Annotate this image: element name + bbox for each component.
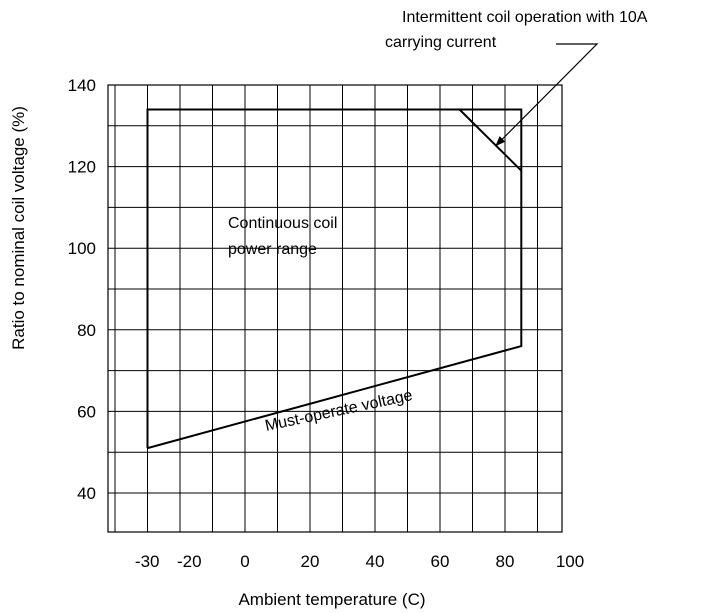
y-tick-label: 140 (68, 76, 96, 95)
annotation-intermittent-line: Intermittent coil operation with 10A (402, 9, 648, 26)
annotation-continuous-line: power range (228, 241, 317, 258)
annotation-arrowhead (495, 136, 506, 147)
x-tick-label: 0 (240, 552, 249, 571)
y-tick-label: 100 (68, 239, 96, 258)
series-line-1 (146, 108, 523, 450)
y-tick-label: 80 (77, 321, 96, 340)
annotation-leader-line (494, 43, 599, 147)
series-line-2 (458, 108, 523, 172)
x-tick-label: 100 (556, 552, 584, 571)
grid (107, 84, 563, 533)
x-axis-label: Ambient temperature (C) (238, 590, 425, 609)
x-tick-label: 80 (496, 552, 515, 571)
annotation-continuous-line: Continuous coil (228, 215, 337, 232)
x-tick-label: 20 (301, 552, 320, 571)
curves (146, 108, 523, 450)
y-tick-label: 60 (77, 402, 96, 421)
y-axis-label: Ratio to nominal coil voltage (%) (9, 106, 28, 350)
axis-labels: Ambient temperature (C) Ratio to nominal … (9, 106, 426, 609)
tick-labels: 140 120 100 80 60 40 -30 -20 0 20 40 60 80 100 (68, 76, 585, 571)
plot-frame (107, 84, 563, 533)
y-tick-label: 40 (77, 484, 96, 503)
x-tick-label: 40 (366, 552, 385, 571)
x-tick-label: 60 (431, 552, 450, 571)
y-tick-label: 120 (68, 158, 96, 177)
x-tick-label: -20 (177, 552, 202, 571)
x-tick-label: -30 (135, 552, 160, 571)
annotation-intermittent-line: carrying current (385, 34, 497, 51)
